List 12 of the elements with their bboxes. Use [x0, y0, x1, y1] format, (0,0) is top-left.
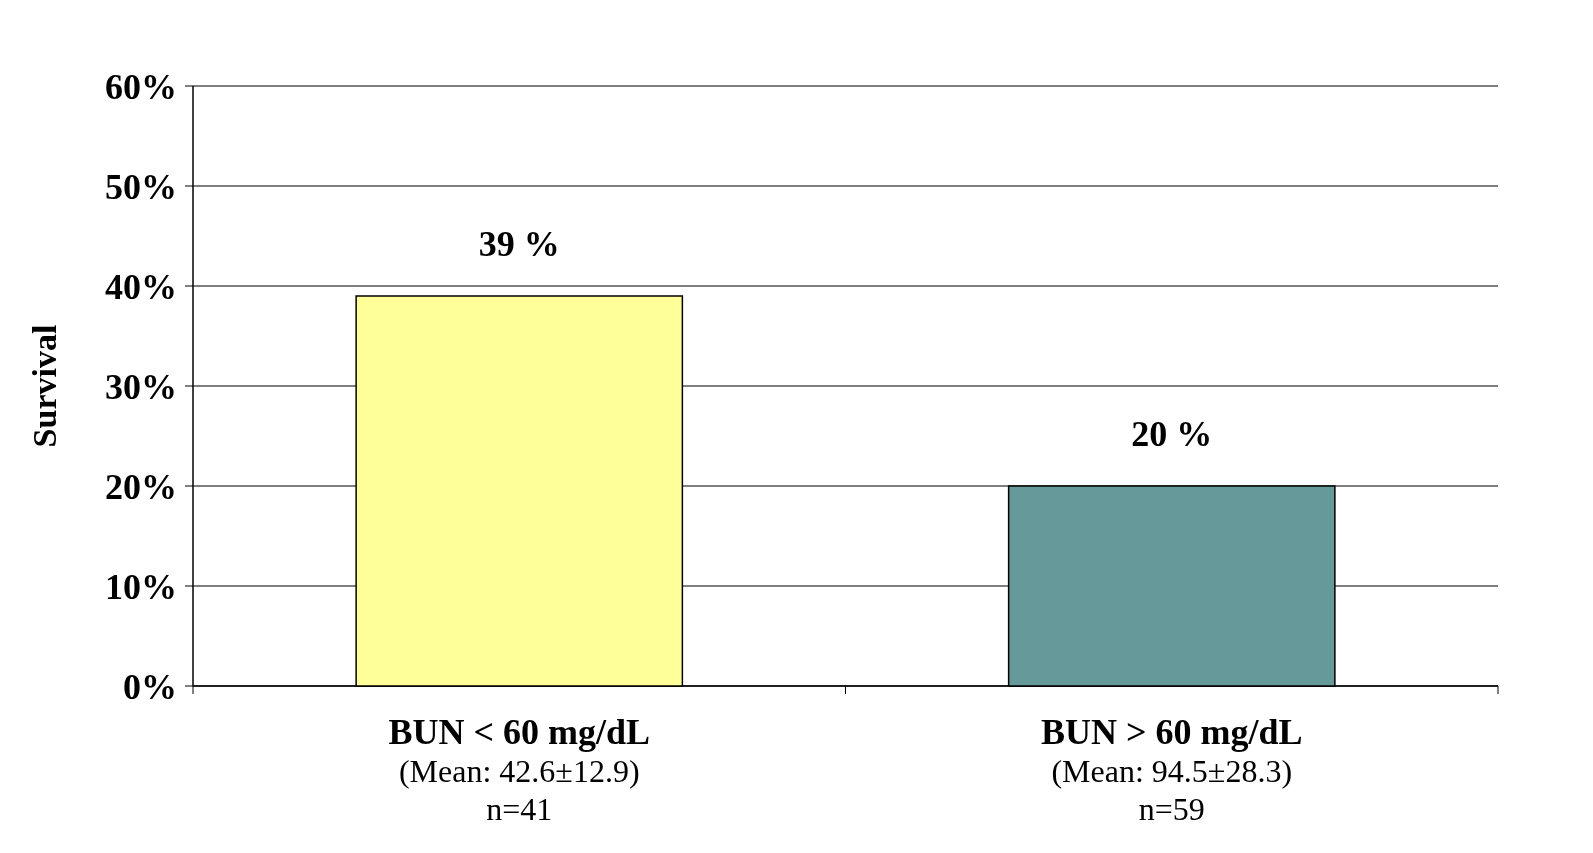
y-tick-label: 10%	[105, 566, 177, 607]
data-label: 39 %	[478, 224, 560, 264]
y-tick-label: 40%	[105, 266, 177, 307]
y-tick-label: 20%	[105, 466, 177, 507]
y-axis-title: Survival	[26, 324, 63, 448]
x-tick-label: BUN < 60 mg/dL (Mean: 42.6±12.9) n=41	[388, 712, 651, 827]
y-tick-label: 50%	[105, 166, 177, 207]
data-label: 20 %	[1131, 414, 1213, 454]
y-tick-label: 60%	[105, 66, 177, 107]
y-tick-label: 30%	[105, 366, 177, 407]
x-tick-label: BUN > 60 mg/dL (Mean: 94.5±28.3) n=59	[1040, 712, 1303, 827]
y-tick-label: 0%	[123, 666, 177, 707]
